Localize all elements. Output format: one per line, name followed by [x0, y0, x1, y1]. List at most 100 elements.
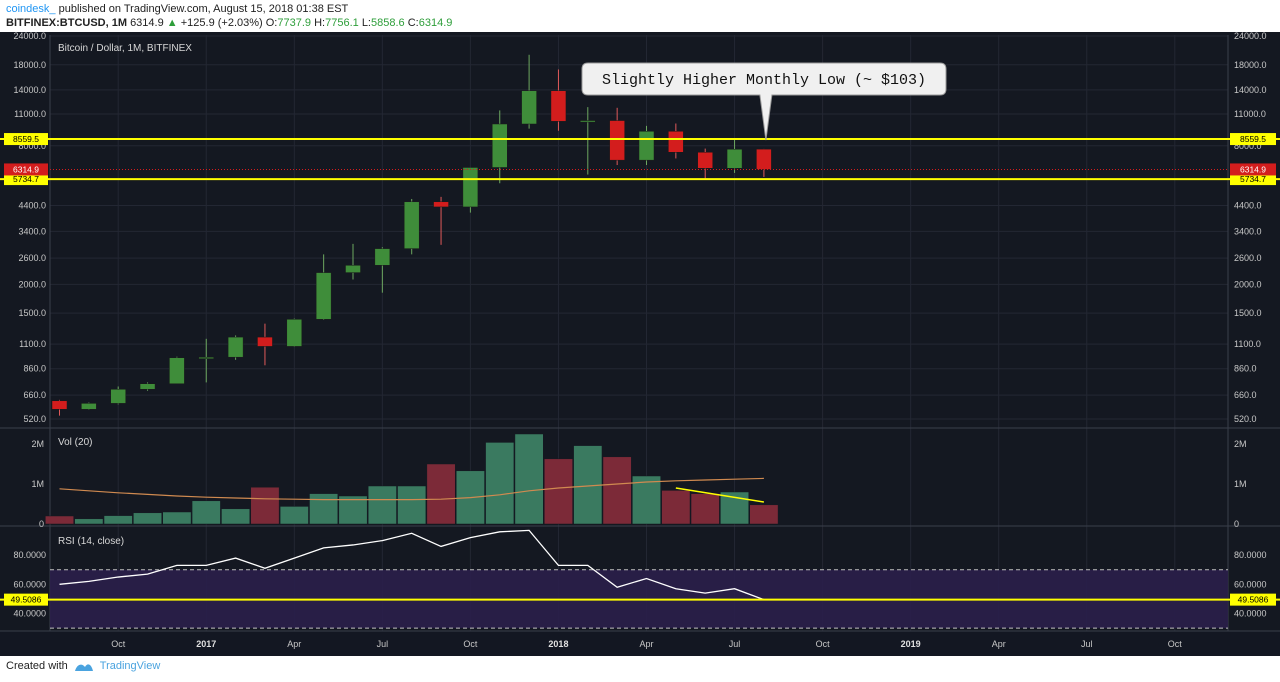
- close-value: 6314.9: [418, 17, 453, 29]
- price-tick-right: 14000.0: [1234, 85, 1267, 95]
- volume-bar: [661, 490, 691, 525]
- annotation-callout: [581, 62, 947, 141]
- publish-text: published on TradingView.com, August 15,…: [58, 3, 349, 15]
- level-tag-left-text: 5734.7: [13, 174, 39, 184]
- price-tick-left: 1500.0: [18, 308, 46, 318]
- time-axis-label: Apr: [992, 639, 1006, 649]
- time-axis-label: Jul: [1081, 639, 1093, 649]
- volume-bar: [162, 511, 192, 525]
- level-tag-right-text: 8559.5: [1240, 134, 1266, 144]
- volume-bar: [309, 493, 339, 525]
- volume-title: Vol (20): [58, 437, 92, 448]
- chart-canvas[interactable]: 24000.0 24000.0 18000.0 18000.0 14000.0 14000…: [0, 32, 1280, 656]
- rsi-tick-right: 60.0000: [1234, 579, 1267, 589]
- volume-bar: [367, 485, 397, 525]
- time-axis-label: Jul: [729, 639, 741, 649]
- candle-body: [462, 167, 479, 208]
- volume-tick-left: 0: [39, 519, 44, 529]
- candle-body: [433, 201, 449, 208]
- price-tick-left: 2600.0: [18, 253, 46, 263]
- level-tag-left: [4, 163, 48, 176]
- level-tag-left-text: 8559.5: [13, 134, 39, 144]
- up-arrow-icon: ▲: [166, 17, 178, 29]
- price-tick-right: 2600.0: [1234, 253, 1262, 263]
- price-tick-right: 1500.0: [1234, 308, 1262, 318]
- change-value: +125.9 (+2.03%): [180, 17, 263, 29]
- rsi-tick-left: 40.0000: [13, 609, 46, 619]
- level-tag-left-text: 6314.9: [13, 164, 39, 174]
- price-tick-right: 520.0: [1234, 414, 1257, 424]
- price-tick-left: 3400.0: [18, 226, 46, 236]
- volume-bar: [250, 486, 280, 525]
- price-tick-left: 18000.0: [13, 60, 46, 70]
- time-axis-label: Apr: [639, 639, 653, 649]
- rsi-tick-right: 80.0000: [1234, 550, 1267, 560]
- tradingview-logo-icon: [74, 664, 93, 671]
- time-axis-label: Apr: [287, 639, 301, 649]
- volume-bar: [514, 433, 544, 525]
- volume-ma-line: [59, 477, 764, 501]
- price-tick-left: 8000.0: [18, 141, 46, 151]
- candle-body: [286, 319, 303, 347]
- time-axis-label: 2017: [196, 639, 216, 649]
- time-axis-label: Jul: [377, 639, 389, 649]
- volume-bar: [221, 508, 251, 525]
- high-label: H:: [314, 17, 326, 29]
- volume-tick-right: 2M: [1234, 439, 1247, 449]
- price-tick-right: 4400.0: [1234, 201, 1262, 211]
- chart-background: [0, 32, 1280, 631]
- volume-bar: [338, 495, 368, 525]
- time-axis-label: Oct: [816, 639, 831, 649]
- price-tick-left: 660.0: [23, 390, 46, 400]
- close-label: C:: [407, 17, 419, 29]
- volume-bar: [397, 485, 427, 525]
- low-label: L:: [361, 17, 371, 29]
- price-tick-right: 660.0: [1234, 390, 1257, 400]
- time-axis-label: 2019: [901, 639, 921, 649]
- rsi-tick-left: 60.0000: [13, 579, 46, 589]
- candle-body: [198, 356, 214, 359]
- candle-body: [345, 265, 361, 273]
- rsi-level-tag-right: [1230, 593, 1276, 606]
- candle-body: [697, 152, 713, 169]
- volume-bar: [602, 456, 632, 525]
- candle-body: [227, 336, 244, 358]
- footer: Created with TradingView: [6, 660, 160, 672]
- volume-bar: [45, 515, 74, 525]
- price-tick-left: 1100.0: [19, 339, 46, 349]
- rsi-level-tag-left: [4, 593, 48, 606]
- candle-body: [668, 131, 684, 153]
- price-tick-right: 11000.0: [1234, 109, 1266, 119]
- volume-tick-left: 2M: [31, 439, 44, 449]
- price-tick-right: 2000.0: [1234, 279, 1262, 289]
- volume-bar: [133, 512, 162, 525]
- candle-body: [609, 120, 625, 161]
- tradingview-link[interactable]: TradingView: [99, 660, 161, 672]
- price-tick-right: 3400.0: [1234, 226, 1262, 236]
- level-tag-right: [1230, 163, 1276, 176]
- candle-body: [81, 403, 97, 410]
- volume-bar: [74, 518, 104, 525]
- price-tick-left: 520.0: [23, 414, 46, 424]
- symbol-label: BITFINEX:BTCUSD, 1M: [6, 17, 127, 29]
- last-price: 6314.9: [130, 17, 164, 29]
- high-value: 7756.1: [325, 17, 359, 29]
- candle-body: [756, 148, 772, 170]
- candle-body: [374, 248, 391, 266]
- time-axis-label: Oct: [111, 639, 126, 649]
- rsi-line: [59, 529, 765, 601]
- time-axis-label: 2018: [548, 639, 568, 649]
- volume-bar: [103, 515, 133, 525]
- volume-bar: [544, 458, 573, 525]
- candle-body: [257, 336, 273, 347]
- chart-title: Bitcoin / Dollar, 1M, BITFINEX: [58, 43, 192, 54]
- volume-bar: [279, 506, 309, 525]
- rsi-title: RSI (14, close): [58, 536, 124, 547]
- price-tick-left: 2000.0: [18, 279, 46, 289]
- level-tag-right-text: 6314.9: [1240, 164, 1266, 174]
- author-link[interactable]: coindesk_: [6, 3, 56, 15]
- price-tick-right: 860.0: [1234, 364, 1257, 374]
- price-tick-left: 14000.0: [13, 85, 46, 95]
- level-tag-left: [4, 173, 48, 186]
- candle-body: [521, 90, 537, 125]
